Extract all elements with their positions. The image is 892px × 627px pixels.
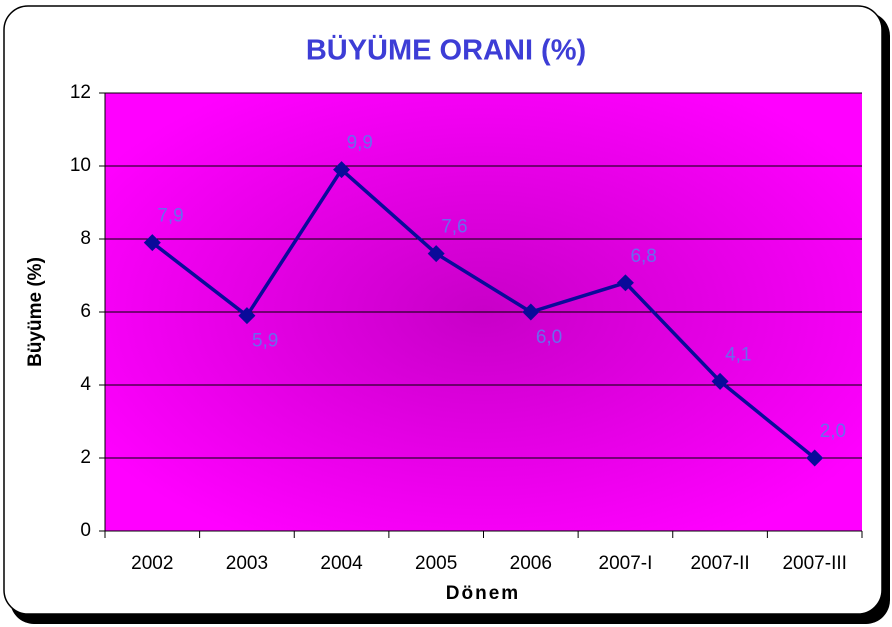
x-tick-label: 2002 — [131, 553, 173, 574]
marker — [711, 372, 729, 390]
chart-title: BÜYÜME ORANI (%) — [306, 34, 586, 67]
x-tick-label: 2006 — [510, 553, 552, 574]
marker — [522, 303, 540, 321]
x-axis-title: Dönem — [446, 583, 520, 604]
x-tick-label: 2004 — [320, 553, 363, 574]
x-tick-label: 2007-I — [599, 553, 653, 574]
marker — [333, 161, 351, 179]
marker — [143, 234, 161, 252]
y-axis-title: Büyüme (%) — [25, 257, 46, 367]
data-label: 7,6 — [441, 217, 467, 238]
data-label: 6,0 — [536, 327, 562, 348]
x-tick-label: 2003 — [226, 553, 268, 574]
y-tick-label: 12 — [70, 82, 91, 103]
marker — [427, 245, 445, 263]
data-label: 6,8 — [630, 246, 656, 267]
data-label: 2,0 — [820, 421, 846, 442]
marker — [616, 274, 634, 292]
y-tick-label: 6 — [80, 301, 91, 322]
data-label: 5,9 — [252, 331, 278, 352]
y-tick-label: 4 — [80, 374, 91, 395]
data-label: 4,1 — [725, 344, 751, 365]
data-label: 9,9 — [347, 133, 373, 154]
x-tick-label: 2007-II — [690, 553, 749, 574]
x-tick-label: 2007-III — [782, 553, 846, 574]
y-tick-label: 10 — [70, 155, 91, 176]
marker — [806, 449, 824, 467]
y-tick-label: 0 — [80, 520, 91, 541]
marker — [238, 307, 256, 325]
x-tick-label: 2005 — [415, 553, 457, 574]
series-line — [151, 166, 816, 460]
data-label: 7,9 — [157, 206, 183, 227]
y-tick-label: 8 — [80, 228, 91, 249]
y-tick-label: 2 — [80, 447, 91, 468]
